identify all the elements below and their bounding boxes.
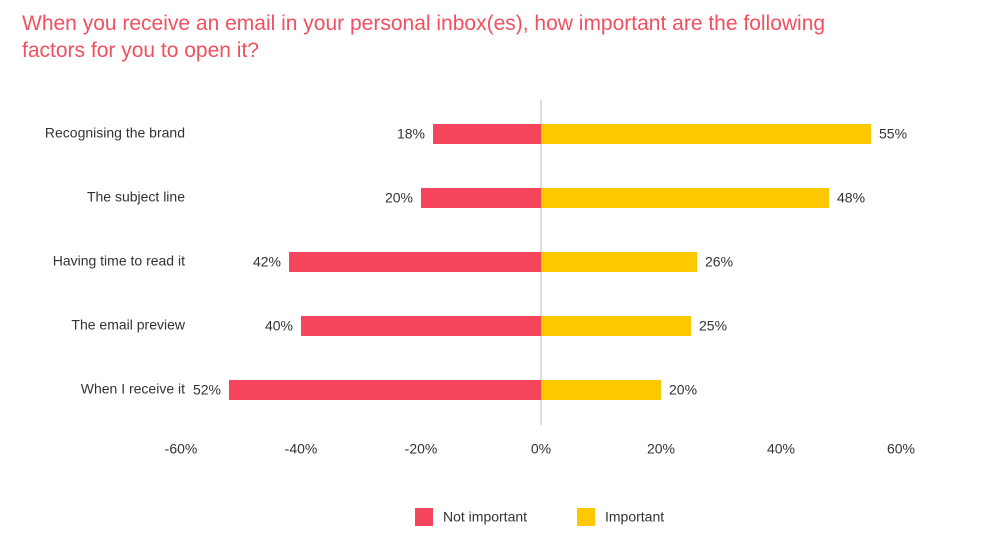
bar [541,188,829,208]
x-tick-label: 0% [531,441,551,457]
x-tick-label: -60% [165,441,198,457]
category-label: The subject line [87,189,185,205]
bar [541,252,697,272]
value-label: 42% [253,254,281,270]
x-tick-label: -40% [285,441,318,457]
value-label: 40% [265,318,293,334]
value-label: 26% [705,254,733,270]
value-label: 20% [385,190,413,206]
category-label: Having time to read it [53,253,185,269]
legend-swatch [577,508,595,526]
category-label: Recognising the brand [45,125,185,141]
bar [289,252,541,272]
x-tick-label: 40% [767,441,795,457]
x-tick-label: 20% [647,441,675,457]
bar [541,316,691,336]
value-label: 55% [879,126,907,142]
legend-label: Important [605,509,664,525]
value-label: 20% [669,382,697,398]
category-label: When I receive it [81,381,185,397]
bar [301,316,541,336]
bar [229,380,541,400]
value-label: 52% [193,382,221,398]
value-label: 48% [837,190,865,206]
bar [541,124,871,144]
bar [433,124,541,144]
chart-title: When you receive an email in your person… [22,12,826,62]
value-label: 18% [397,126,425,142]
x-tick-label: -20% [405,441,438,457]
value-label: 25% [699,318,727,334]
x-tick-label: 60% [887,441,915,457]
bar [421,188,541,208]
bar [541,380,661,400]
legend-swatch [415,508,433,526]
category-label: The email preview [71,317,185,333]
legend-label: Not important [443,509,527,525]
